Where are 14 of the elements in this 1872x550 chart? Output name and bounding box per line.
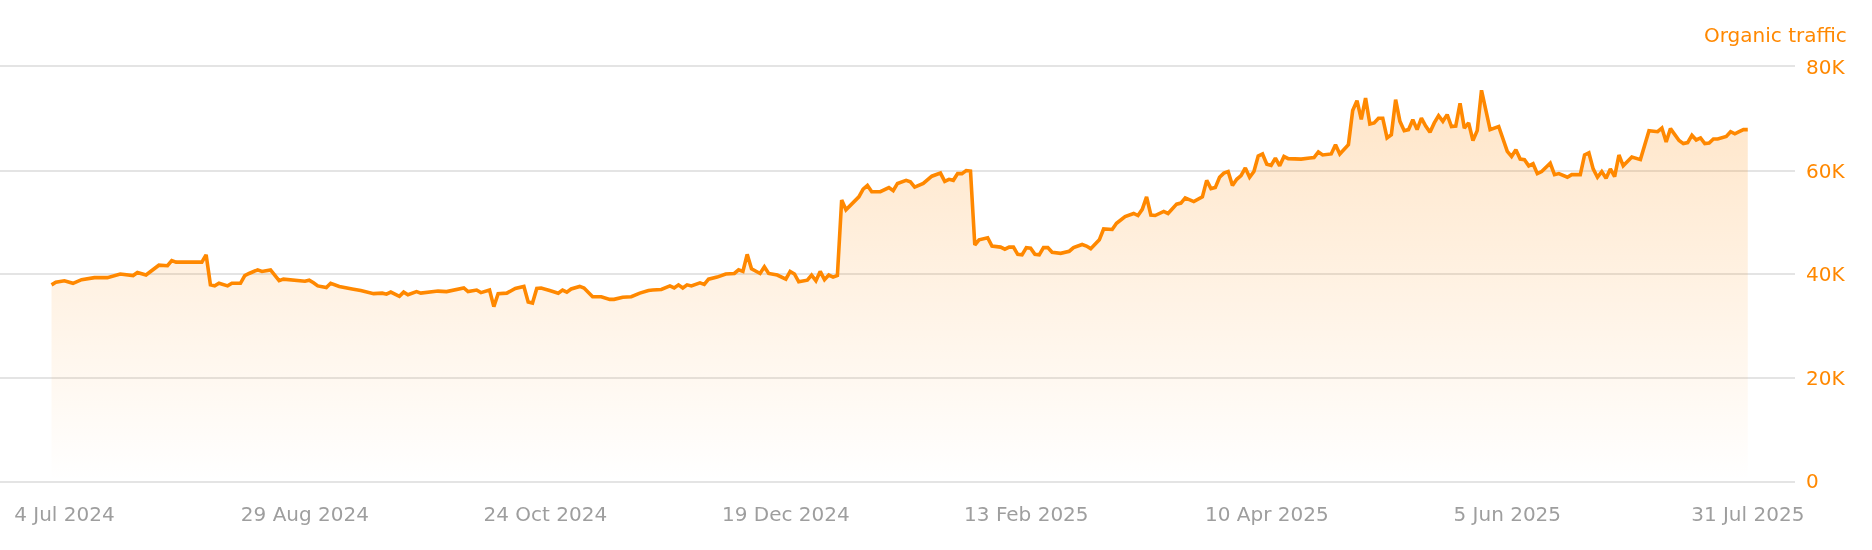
y-tick-label: 40K	[1806, 262, 1846, 286]
x-tick-label: 29 Aug 2024	[240, 501, 369, 526]
x-tick-label: 31 Jul 2025	[1691, 501, 1805, 526]
x-tick-label: 13 Feb 2025	[964, 501, 1089, 526]
x-tick-label: 10 Apr 2025	[1204, 501, 1329, 526]
x-tick-label: 5 Jun 2025	[1453, 501, 1562, 526]
y-tick-label: 20K	[1806, 365, 1846, 390]
x-tick-label: 19 Dec 2024	[721, 501, 850, 526]
y-tick-label: 80K	[1806, 55, 1846, 79]
y-tick-label: 0	[1806, 469, 1819, 493]
x-tick-label: 4 Jul 2024	[14, 501, 115, 526]
y-axis-title: Organic traffic	[1704, 23, 1847, 47]
y-tick-label: 60K	[1806, 158, 1846, 183]
x-tick-label: 24 Oct 2024	[483, 501, 608, 526]
